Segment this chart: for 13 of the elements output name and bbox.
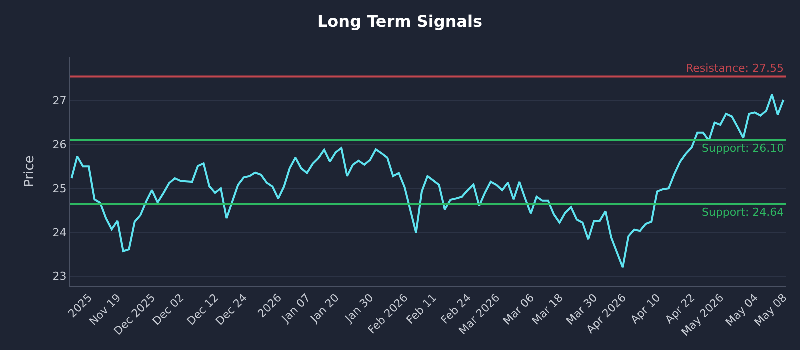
- y-tick-label: 25: [52, 182, 67, 196]
- ref-line-label: Support: 26.10: [702, 142, 784, 155]
- y-tick-label: 26: [52, 138, 67, 152]
- ref-line-label: Resistance: 27.55: [686, 62, 784, 75]
- line-series: [70, 94, 785, 269]
- y-tick-label: 23: [52, 270, 67, 284]
- y-tick-label: 24: [52, 226, 67, 240]
- x-tick-label: Apr 10: [628, 292, 664, 327]
- ref-line-label: Support: 24.64: [702, 206, 784, 219]
- y-tick-label: 27: [52, 94, 67, 108]
- chart-title: Long Term Signals: [317, 12, 483, 31]
- x-tick-label: Jan 20: [308, 292, 342, 326]
- y-axis-title: Price: [22, 156, 38, 188]
